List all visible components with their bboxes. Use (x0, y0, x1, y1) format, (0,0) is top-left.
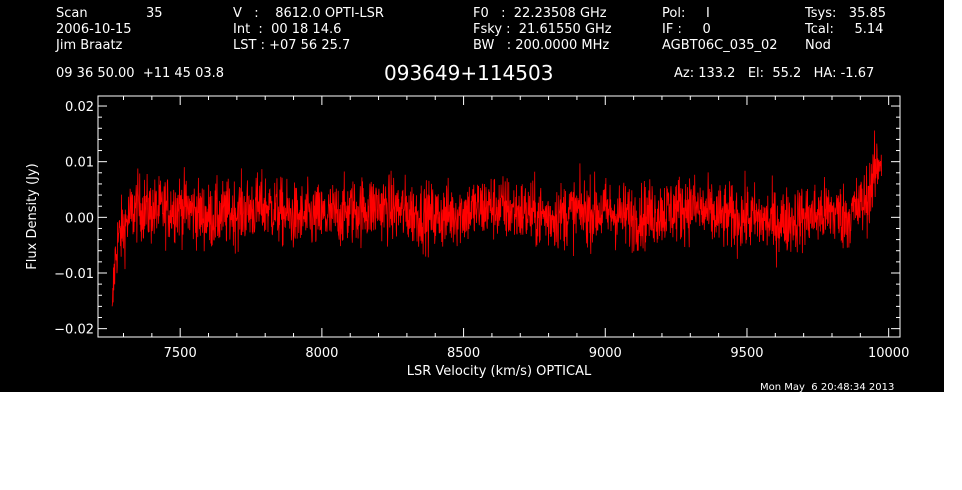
sky-frequency: Fsky : 21.61550 GHz (473, 22, 612, 37)
source-coordinates: 09 36 50.00 +11 45 03.8 (56, 66, 225, 81)
scan-label: Scan (56, 6, 88, 21)
if-number: IF : 0 (662, 22, 711, 37)
y-axis-label: Flux Density (Jy) (25, 163, 40, 269)
x-tick-label: 8500 (447, 346, 480, 361)
x-tick-label: 8000 (305, 346, 338, 361)
y-tick-label: 0.00 (65, 211, 94, 226)
integration-time: Int : 00 18 14.6 (233, 22, 342, 37)
spectrum-trace (111, 130, 882, 307)
lst: LST : +07 56 25.7 (233, 38, 351, 53)
x-tick-label: 7500 (164, 346, 197, 361)
pointing-info: Az: 133.2 El: 55.2 HA: -1.67 (674, 66, 875, 81)
y-tick-label: −0.01 (54, 267, 94, 282)
observing-mode: Nod (805, 38, 831, 53)
plot-timestamp: Mon May 6 20:48:34 2013 (760, 382, 895, 393)
rest-frequency: F0 : 22.23508 GHz (473, 6, 607, 21)
polarization: Pol: I (662, 6, 710, 21)
system-temperature: Tsys: 35.85 (805, 6, 887, 21)
x-axis-label: LSR Velocity (km/s) OPTICAL (407, 364, 592, 379)
x-tick-label: 10000 (868, 346, 909, 361)
y-tick-label: 0.02 (65, 100, 94, 115)
bandwidth: BW : 200.0000 MHz (473, 38, 610, 53)
y-tick-label: −0.02 (54, 323, 94, 338)
calibration-temperature: Tcal: 5.14 (805, 22, 884, 37)
velocity-info: V : 8612.0 OPTI-LSR (233, 6, 384, 21)
observer-name: Jim Braatz (56, 38, 123, 53)
scan-number: 35 (146, 6, 163, 21)
source-name: 093649+114503 (384, 61, 554, 85)
observation-date: 2006-10-15 (56, 22, 132, 37)
x-tick-label: 9500 (730, 346, 763, 361)
plot-frame (97, 95, 901, 338)
x-tick-label: 9000 (589, 346, 622, 361)
y-tick-label: 0.01 (65, 156, 94, 171)
project-id: AGBT06C_035_02 (662, 38, 778, 53)
